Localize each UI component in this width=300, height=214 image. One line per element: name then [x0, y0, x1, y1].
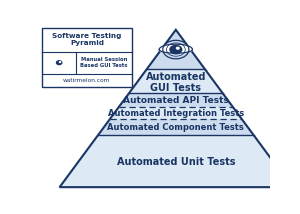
Polygon shape — [147, 30, 205, 69]
Polygon shape — [129, 69, 223, 93]
Text: Manual Session
Based GUI Tests: Manual Session Based GUI Tests — [80, 57, 128, 68]
Circle shape — [56, 61, 62, 65]
Text: Automated Integration Tests: Automated Integration Tests — [108, 108, 244, 117]
Polygon shape — [110, 107, 242, 119]
Text: Software Testing
Pyramid: Software Testing Pyramid — [52, 33, 122, 46]
Polygon shape — [50, 60, 68, 64]
Text: Automated
GUI Tests: Automated GUI Tests — [146, 72, 206, 93]
Text: Automated Component Tests: Automated Component Tests — [107, 123, 244, 132]
Polygon shape — [118, 93, 233, 107]
Text: watirmelon.com: watirmelon.com — [63, 78, 111, 83]
Polygon shape — [98, 119, 254, 135]
Polygon shape — [159, 44, 193, 53]
Text: Automated Unit Tests: Automated Unit Tests — [117, 157, 235, 167]
Circle shape — [176, 47, 179, 49]
Circle shape — [170, 45, 182, 54]
Polygon shape — [60, 135, 292, 187]
Bar — [42, 28, 132, 87]
Text: Automated API Tests: Automated API Tests — [123, 96, 229, 105]
